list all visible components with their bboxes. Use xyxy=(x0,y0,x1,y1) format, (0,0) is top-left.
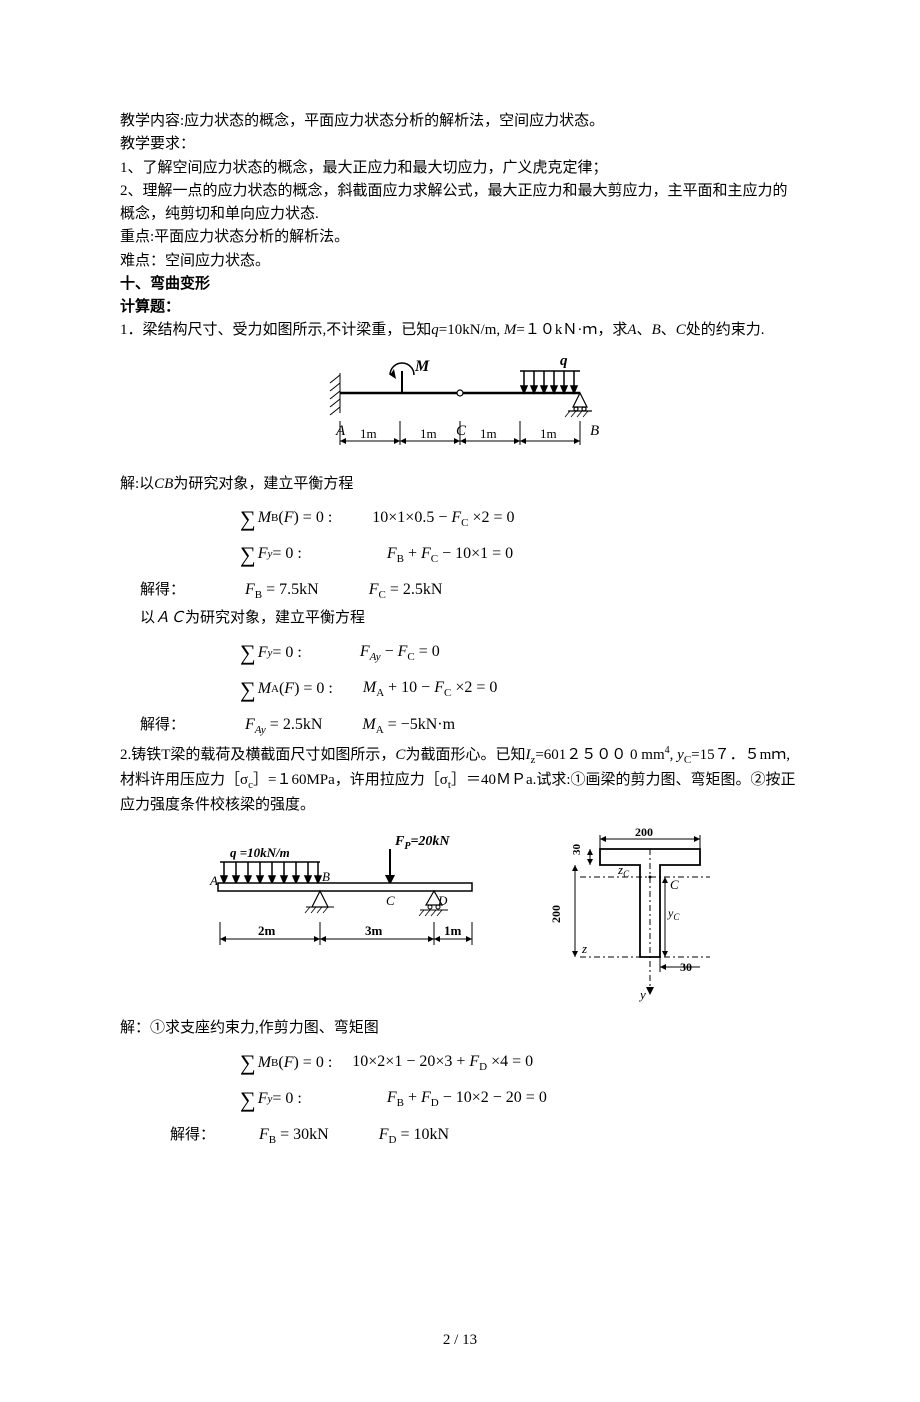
svg-text:A: A xyxy=(209,873,218,888)
svg-text:30: 30 xyxy=(680,960,692,974)
svg-text:B: B xyxy=(590,423,599,439)
question-2: 2.铸铁T梁的载荷及横截面尺寸如图所示，C为截面形心。已知Iz=601２５００ … xyxy=(120,743,800,817)
svg-text:M: M xyxy=(414,358,430,375)
beam-diagram-1: M q xyxy=(310,353,610,463)
result-3: 解得： FB = 30kN FD = 10kN xyxy=(120,1123,800,1149)
svg-text:q: q xyxy=(560,353,568,369)
svg-text:q =10kN/m: q =10kN/m xyxy=(230,845,290,860)
req-1: 1、了解空间应力状态的概念，最大正应力和最大切应力，广义虎克定律； xyxy=(120,157,800,180)
svg-text:1m: 1m xyxy=(480,426,497,441)
svg-text:1m: 1m xyxy=(360,426,377,441)
svg-text:1m: 1m xyxy=(540,426,557,441)
solution-1-intro: 解:以CB为研究对象，建立平衡方程 xyxy=(120,473,800,496)
emphasis: 重点:平面应力状态分析的解析法。 xyxy=(120,226,800,249)
page-number: 2 / 13 xyxy=(120,1329,800,1352)
page-content: 教学内容:应力状态的概念，平面应力状态分析的解析法，空间应力状态。 教学要求： … xyxy=(0,0,920,1402)
svg-text:C: C xyxy=(386,893,395,908)
beam-diagram-2: q =10kN/m FP=20kN A xyxy=(190,827,500,977)
solution-2-intro: 解：①求支座约束力,作剪力图、弯矩图 xyxy=(120,1017,800,1040)
svg-text:C: C xyxy=(670,877,679,892)
req-2: 2、理解一点的应力状态的概念，斜截面应力求解公式，最大正应力和最大剪应力，主平面… xyxy=(120,180,800,227)
svg-text:D: D xyxy=(437,893,448,908)
svg-text:C: C xyxy=(456,423,467,439)
svg-text:z: z xyxy=(581,941,587,956)
figure-1: M q xyxy=(120,353,800,463)
problems-heading: 计算题： xyxy=(120,296,800,319)
equations-3: ∑ MB(F) = 0 : 10×2×1 − 20×3 + FD ×4 = 0 … xyxy=(240,1046,800,1116)
svg-text:1m: 1m xyxy=(444,923,462,938)
teach-content: 教学内容:应力状态的概念，平面应力状态分析的解析法，空间应力状态。 xyxy=(120,110,800,133)
difficulty: 难点：空间应力状态。 xyxy=(120,250,800,273)
svg-text:yC: yC xyxy=(667,906,680,922)
svg-text:3m: 3m xyxy=(365,923,383,938)
equations-1: ∑ MB(F) = 0 : 10×1×0.5 − FC ×2 = 0 ∑ Fy … xyxy=(240,502,800,572)
teach-req: 教学要求： xyxy=(120,133,800,156)
equations-2: ∑ Fy = 0 : FAy − FC = 0 ∑ MA(F) = 0 : MA… xyxy=(240,636,800,706)
svg-text:1m: 1m xyxy=(420,426,437,441)
svg-text:30: 30 xyxy=(571,844,583,856)
svg-text:2m: 2m xyxy=(258,923,276,938)
svg-text:B: B xyxy=(322,869,330,884)
result-2: 解得： FAy = 2.5kN MA = −5kN·m xyxy=(120,713,800,739)
svg-text:FP=20kN: FP=20kN xyxy=(394,834,450,852)
question-1: 1．梁结构尺寸、受力如图所示,不计梁重，已知q=10kN/m, M=１０kＮ·ｍ… xyxy=(120,319,800,342)
figure-2-row: q =10kN/m FP=20kN A xyxy=(120,827,800,1007)
cross-section-diagram: 200 30 zC C z 200 xyxy=(530,827,730,1007)
svg-text:y: y xyxy=(638,987,646,1002)
svg-text:200: 200 xyxy=(549,905,563,923)
solution-1b-intro: 以ＡＣ为研究对象，建立平衡方程 xyxy=(140,607,800,630)
result-1: 解得： FB = 7.5kN FC = 2.5kN xyxy=(120,578,800,604)
section-heading: 十、弯曲变形 xyxy=(120,273,800,296)
svg-text:200: 200 xyxy=(635,827,653,839)
